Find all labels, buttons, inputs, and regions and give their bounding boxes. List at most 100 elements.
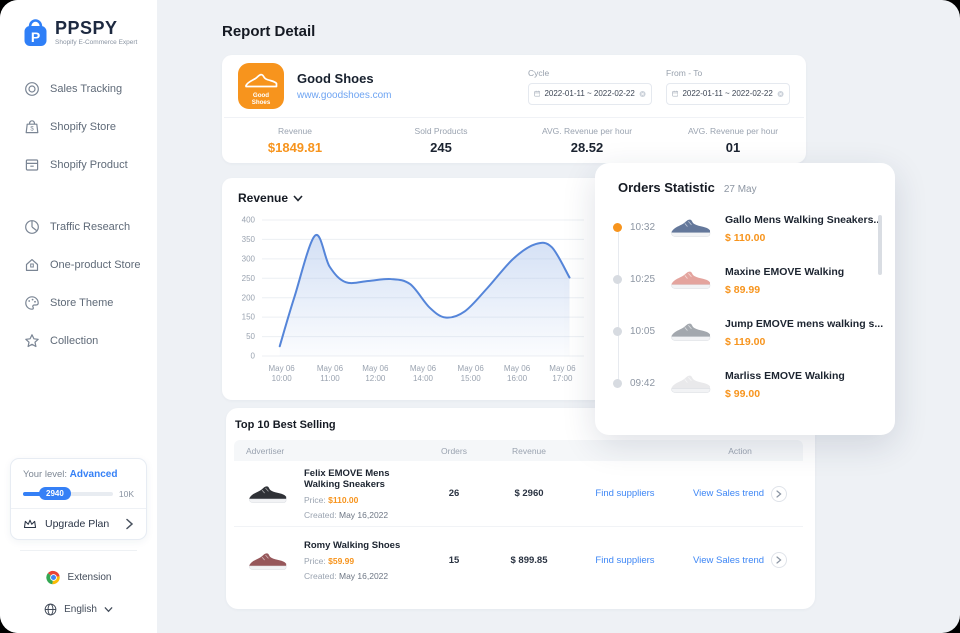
store-logo-icon: Good Shoes — [238, 63, 284, 109]
table-body: Felix EMOVE Mens Walking Sneakers Price: … — [234, 461, 803, 593]
progress-track: 2940 — [23, 487, 113, 500]
revenue-value: $ 899.85 — [510, 554, 548, 566]
sidebar-item-shopify-product[interactable]: Shopify Product — [0, 146, 157, 184]
chart-metric-dropdown[interactable]: Revenue — [222, 178, 806, 205]
sidebar-item-one-product-store[interactable]: One-product Store — [0, 246, 157, 284]
product-price: $110.00 — [328, 494, 359, 505]
sidebar-item-label: Shopify Product — [50, 159, 128, 171]
stat-value: $1849.81 — [267, 140, 323, 155]
order-item[interactable]: 10:25 Maxine EMOVE Walking $ 89.99 — [595, 253, 895, 305]
product-price: $ 89.99 — [725, 284, 761, 296]
orders-count: 26 — [448, 488, 460, 499]
column-orders: Orders — [441, 445, 467, 456]
sidebar: P PPSPY Shopify E-Commerce Expert Sales … — [0, 0, 157, 633]
product-image — [668, 368, 716, 398]
progress-max: 10K — [118, 489, 134, 499]
created-label: Created: — [304, 570, 337, 581]
orders-count: 15 — [448, 554, 460, 566]
table-header: Advertiser Orders Revenue Action — [234, 440, 803, 461]
sidebar-item-sales-tracking[interactable]: Sales Tracking — [0, 70, 157, 108]
bag-logo-icon: P — [24, 19, 47, 46]
column-action: Action — [728, 445, 752, 456]
find-suppliers-link[interactable]: Find suppliers — [595, 488, 655, 499]
svg-text:50: 50 — [246, 332, 255, 341]
timeline-line — [618, 227, 619, 385]
stat-label: Sold Products — [414, 126, 468, 136]
chrome-icon — [45, 570, 60, 585]
svg-text:May 06: May 06 — [458, 364, 485, 373]
progress-fill — [23, 492, 50, 496]
sidebar-item-traffic-research[interactable]: Traffic Research — [0, 208, 157, 246]
level-label-text: Your level: — [23, 469, 68, 480]
star-icon — [24, 333, 40, 349]
svg-text:11:00: 11:00 — [320, 374, 340, 383]
view-sales-trend-link[interactable]: View Sales trend — [692, 554, 765, 566]
order-item[interactable]: 10:05 Jump EMOVE mens walking s... $ 119.0… — [595, 305, 895, 357]
store-url-link[interactable]: www.goodshoes.com — [297, 90, 392, 101]
brand-name: PPSPY — [55, 18, 118, 38]
stat-value: 245 — [430, 140, 452, 155]
upgrade-plan-button[interactable]: Upgrade Plan — [11, 508, 146, 539]
extension-label: Extension — [67, 572, 112, 583]
timeline-dot — [613, 378, 622, 388]
product-image — [668, 316, 716, 346]
order-time: 09:42 — [630, 377, 656, 389]
orders-statistic-panel: Orders Statistic 27 May 10:32 Gallo Mens … — [595, 163, 895, 435]
cycle-field: Cycle 2022-01-11 ~ 2022-02-22 — [528, 68, 652, 105]
product-image — [246, 479, 292, 509]
clear-icon[interactable] — [777, 89, 784, 99]
target-icon — [24, 81, 40, 97]
stat-label: AVG. Revenue per hour — [687, 126, 779, 136]
chevron-down-icon — [104, 607, 113, 613]
globe-icon — [44, 603, 57, 616]
view-sales-trend-link[interactable]: View Sales trend — [692, 488, 765, 499]
chevron-right-icon — [126, 518, 134, 530]
cycle-date-value: 2022-01-11 ~ 2022-02-22 — [544, 89, 635, 98]
svg-text:May 06: May 06 — [362, 364, 389, 373]
page-title: Report Detail — [222, 23, 316, 40]
timeline-dot — [613, 326, 622, 336]
product-image — [246, 545, 292, 575]
orders-scrollbar[interactable] — [878, 215, 882, 275]
find-suppliers-link[interactable]: Find suppliers — [595, 554, 655, 566]
brand-tagline: Shopify E-Commerce Expert — [55, 39, 138, 46]
svg-text:16:00: 16:00 — [507, 374, 528, 383]
clear-icon[interactable] — [639, 89, 646, 99]
stat-label: Revenue — [277, 126, 313, 136]
extension-button[interactable]: Extension — [0, 561, 157, 594]
orders-date: 27 May — [723, 184, 757, 195]
crown-icon — [23, 519, 37, 529]
calendar-icon — [534, 90, 541, 97]
advertiser-cell: Romy Walking Shoes Price: $59.99 Created: … — [234, 540, 423, 581]
cycle-date-input[interactable]: 2022-01-11 ~ 2022-02-22 — [528, 82, 652, 105]
sidebar-item-label: Store Theme — [50, 297, 114, 309]
svg-text:10:00: 10:00 — [272, 374, 293, 383]
sidebar-item-shopify-store[interactable]: $ Shopify Store — [0, 108, 157, 146]
stat-label: AVG. Revenue per hour — [541, 126, 633, 136]
expand-row-button[interactable] — [771, 485, 788, 502]
sidebar-item-store-theme[interactable]: Store Theme — [0, 284, 157, 322]
sidebar-item-label: Traffic Research — [50, 221, 131, 233]
upgrade-plan-label: Upgrade Plan — [45, 518, 110, 530]
level-value: Advanced — [69, 469, 118, 480]
language-selector[interactable]: English — [0, 594, 157, 625]
sidebar-item-collection[interactable]: Collection — [0, 322, 157, 360]
svg-text:400: 400 — [242, 216, 256, 225]
revenue-value: $ 2960 — [514, 488, 544, 499]
brand-logo[interactable]: P PPSPY Shopify E-Commerce Expert — [0, 0, 157, 48]
price-label: Price: — [304, 555, 326, 566]
divider — [224, 117, 804, 118]
svg-text:14:00: 14:00 — [413, 374, 434, 383]
divider — [20, 550, 137, 551]
fromto-date-input[interactable]: 2022-01-11 ~ 2022-02-22 — [666, 82, 790, 105]
best-selling-title: Top 10 Best Selling — [235, 419, 336, 431]
product-image — [668, 212, 716, 242]
traffic-pie-icon — [24, 219, 40, 235]
orders-title: Orders Statistic — [618, 180, 715, 195]
order-item[interactable]: 09:42 Marliss EMOVE Walking $ 99.00 — [595, 357, 895, 409]
svg-text:12:00: 12:00 — [365, 374, 386, 383]
order-item[interactable]: 10:32 Gallo Mens Walking Sneakers... $ 110… — [595, 201, 895, 253]
svg-text:17:00: 17:00 — [552, 374, 573, 383]
expand-row-button[interactable] — [771, 552, 788, 568]
